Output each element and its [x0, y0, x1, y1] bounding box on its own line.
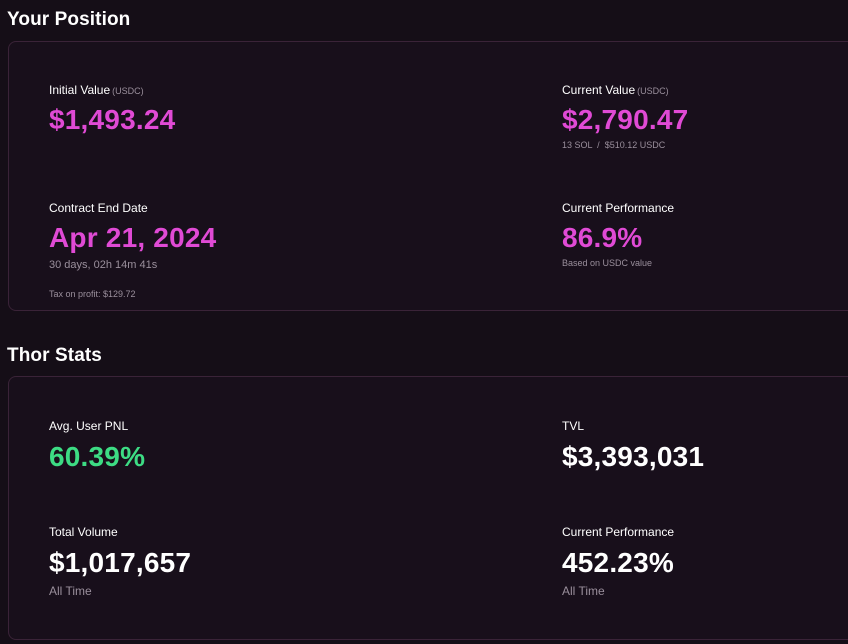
position-performance-note: Based on USDC value	[562, 258, 653, 268]
thor-performance-label: Current Performance	[562, 525, 675, 539]
contract-end-label: Contract End Date	[49, 201, 148, 215]
position-performance-value: 86.9%	[562, 222, 643, 253]
avg-user-pnl-value: 60.39%	[49, 441, 146, 472]
contract-end-stat: Contract End Date Apr 21, 2024 30 days, …	[49, 201, 216, 271]
contract-countdown: 30 days, 02h 14m 41s	[49, 259, 158, 271]
current-value-amount: $2,790.47	[562, 104, 689, 135]
current-value-label: Current Value (USDC)	[562, 83, 688, 97]
total-volume-value: $1,017,657	[49, 547, 192, 578]
initial-value-label: Initial Value (USDC)	[49, 83, 175, 97]
tvl-value: $3,393,031	[562, 441, 705, 472]
avg-user-pnl-stat: Avg. User PNL 60.39%	[49, 419, 145, 471]
your-position-title: Your Position	[7, 9, 131, 30]
current-value-unit: (USDC)	[637, 86, 669, 96]
current-value-breakdown: 13 SOL / $510.12 USDC	[562, 140, 666, 150]
position-performance-stat: Current Performance 86.9% Based on USDC …	[562, 201, 674, 268]
tvl-stat: TVL $3,393,031	[562, 419, 704, 471]
total-volume-stat: Total Volume $1,017,657 All Time	[49, 525, 191, 598]
tvl-label: TVL	[562, 419, 585, 433]
total-volume-label: Total Volume	[49, 525, 118, 539]
avg-user-pnl-label: Avg. User PNL	[49, 419, 129, 433]
initial-value-label-text: Initial Value	[49, 83, 111, 97]
initial-value-amount: $1,493.24	[49, 104, 176, 135]
thor-stats-title: Thor Stats	[7, 345, 102, 366]
position-performance-label: Current Performance	[562, 201, 675, 215]
thor-performance-stat: Current Performance 452.23% All Time	[562, 525, 674, 598]
current-value-label-text: Current Value	[562, 83, 636, 97]
initial-value-unit: (USDC)	[112, 86, 144, 96]
your-position-card: Initial Value (USDC) $1,493.24 Current Va…	[8, 41, 848, 311]
thor-performance-period: All Time	[562, 584, 605, 598]
current-value-stat: Current Value (USDC) $2,790.47 13 SOL / $…	[562, 83, 688, 150]
contract-end-date: Apr 21, 2024	[49, 222, 217, 253]
thor-performance-value: 452.23%	[562, 547, 674, 578]
tax-on-profit: Tax on profit: $129.72	[49, 289, 136, 299]
thor-stats-card: Avg. User PNL 60.39% TVL $3,393,031 Tota…	[8, 376, 848, 640]
initial-value-stat: Initial Value (USDC) $1,493.24	[49, 83, 175, 134]
total-volume-period: All Time	[49, 584, 92, 598]
